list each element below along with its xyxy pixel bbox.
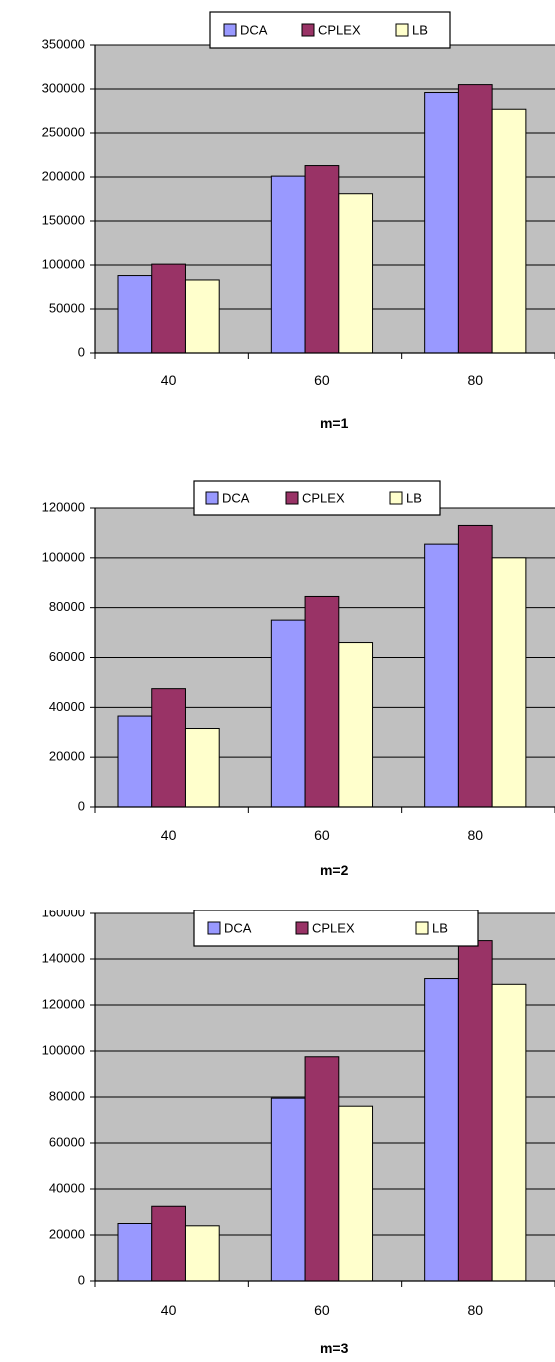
y-tick-label: 160000 xyxy=(42,910,85,919)
y-tick-label: 140000 xyxy=(42,950,85,965)
legend-swatch-cplex xyxy=(285,491,299,505)
legend-swatch-dca xyxy=(223,23,237,37)
legend-label-lb: LB xyxy=(406,490,422,505)
legend-label-cplex: CPLEX xyxy=(318,22,361,37)
bar-dca-80 xyxy=(424,543,459,808)
bar-dca-40 xyxy=(117,1223,153,1282)
legend-label-lb: LB xyxy=(432,920,448,935)
legend-swatch-dca xyxy=(207,921,221,935)
bar-dca-40 xyxy=(117,715,153,808)
y-tick-label: 20000 xyxy=(49,749,85,764)
legend-box xyxy=(209,11,451,49)
legend: DCA CPLEX LB xyxy=(193,480,441,516)
bar-lb-60 xyxy=(338,1105,374,1282)
y-tick-label: 0 xyxy=(78,344,85,359)
legend-swatch-dca xyxy=(205,491,219,505)
y-tick-label: 40000 xyxy=(49,699,85,714)
bar-cplex-60 xyxy=(304,1056,340,1282)
bar-dca-60 xyxy=(270,1097,306,1282)
x-tick-label: 40 xyxy=(161,372,177,388)
y-tick-label: 350000 xyxy=(42,36,85,51)
legend-label-lb: LB xyxy=(412,22,428,37)
bar-cplex-80 xyxy=(457,940,493,1282)
bar-dca-40 xyxy=(117,275,153,354)
y-tick-label: 120000 xyxy=(42,499,85,514)
bar-cplex-60 xyxy=(304,165,340,354)
y-tick-label: 150000 xyxy=(42,212,85,227)
bar-dca-60 xyxy=(270,175,306,354)
y-tick-label: 120000 xyxy=(42,996,85,1011)
legend: DCA CPLEX LB xyxy=(193,910,479,947)
x-axis-label: m=3 xyxy=(320,1340,349,1356)
x-tick-label: 80 xyxy=(467,827,483,843)
y-tick-label: 0 xyxy=(78,1272,85,1287)
legend-swatch-cplex xyxy=(301,23,315,37)
y-tick-label: 50000 xyxy=(49,300,85,315)
y-tick-label: 200000 xyxy=(42,168,85,183)
bar-cplex-60 xyxy=(304,595,340,808)
legend-swatch-cplex xyxy=(295,921,309,935)
legend-label-dca: DCA xyxy=(222,490,250,505)
y-tick-label: 60000 xyxy=(49,1134,85,1149)
bar-cplex-40 xyxy=(151,263,186,354)
bar-lb-60 xyxy=(338,642,374,808)
x-axis-label: m=2 xyxy=(320,862,349,878)
x-tick-label: 60 xyxy=(314,372,330,388)
y-tick-label: 250000 xyxy=(42,124,85,139)
x-tick-label: 40 xyxy=(161,827,177,843)
bar-lb-60 xyxy=(338,193,374,354)
bar-dca-80 xyxy=(424,978,459,1282)
bar-cplex-40 xyxy=(151,688,186,808)
x-tick-label: 40 xyxy=(161,1302,177,1318)
x-axis-label: m=1 xyxy=(320,415,349,431)
bar-lb-40 xyxy=(184,728,220,808)
chart-m1: 0 50000 100000 150000 200000 250000 300000 3500… xyxy=(42,11,555,431)
y-tick-label: 60000 xyxy=(49,649,85,664)
y-tick-label: 40000 xyxy=(49,1180,85,1195)
y-tick-label: 0 xyxy=(78,798,85,813)
x-tick-label: 80 xyxy=(467,1302,483,1318)
bar-lb-40 xyxy=(184,279,220,354)
x-tick-label: 60 xyxy=(314,1302,330,1318)
y-tick-label: 300000 xyxy=(42,80,85,95)
legend-label-cplex: CPLEX xyxy=(312,920,355,935)
bar-lb-80 xyxy=(491,557,527,808)
legend-label-dca: DCA xyxy=(224,920,252,935)
bar-cplex-80 xyxy=(457,84,493,354)
bar-lb-80 xyxy=(491,983,527,1282)
chart-m3: 0 20000 40000 60000 80000 100000 120000 140000 1… xyxy=(42,910,555,1356)
bar-dca-60 xyxy=(270,619,306,808)
bar-cplex-80 xyxy=(457,524,493,808)
x-tick-label: 80 xyxy=(467,372,483,388)
y-tick-label: 80000 xyxy=(49,599,85,614)
y-tick-label: 100000 xyxy=(42,1042,85,1057)
legend-swatch-lb xyxy=(389,491,403,505)
y-tick-label: 20000 xyxy=(49,1226,85,1241)
legend-label-cplex: CPLEX xyxy=(302,490,345,505)
y-tick-label: 100000 xyxy=(42,549,85,564)
legend-box xyxy=(193,910,479,947)
x-tick-label: 60 xyxy=(314,827,330,843)
bar-lb-40 xyxy=(184,1225,220,1282)
legend-label-dca: DCA xyxy=(240,22,268,37)
bar-lb-80 xyxy=(491,108,527,354)
chart-m2: 0 20000 40000 60000 80000 100000 120000 40 60 80 m… xyxy=(42,480,555,878)
bar-dca-80 xyxy=(424,92,459,354)
legend-swatch-lb xyxy=(395,23,409,37)
legend: DCA CPLEX LB xyxy=(209,11,451,49)
y-tick-label: 80000 xyxy=(49,1088,85,1103)
y-tick-label: 100000 xyxy=(42,256,85,271)
legend-swatch-lb xyxy=(415,921,429,935)
bar-cplex-40 xyxy=(151,1205,186,1282)
